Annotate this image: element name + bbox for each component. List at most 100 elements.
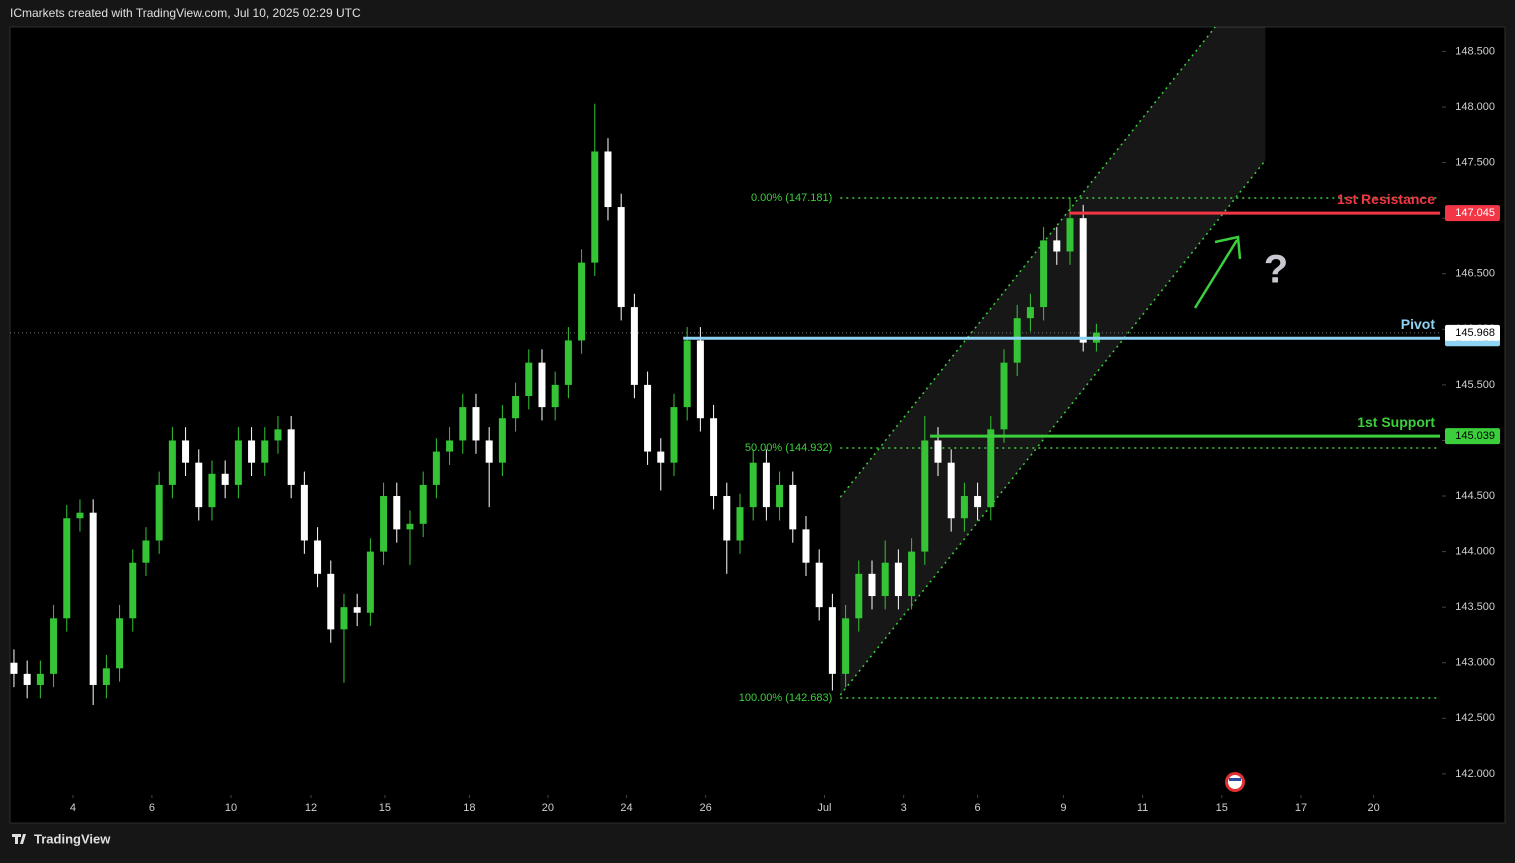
level-name: Pivot	[1401, 316, 1436, 332]
candle-body	[947, 462, 955, 519]
y-tick-label: 148.500	[1455, 45, 1495, 57]
candle-body	[168, 440, 176, 485]
candle-body	[419, 484, 427, 524]
flag-icon	[1225, 772, 1245, 792]
candle-body	[314, 540, 322, 574]
level-name: 1st Resistance	[1337, 191, 1435, 207]
candle-body	[221, 473, 229, 485]
last-price-badge	[1445, 324, 1500, 341]
y-tick-label: 147.500	[1455, 157, 1495, 169]
candle-body	[802, 529, 810, 563]
level-badge-label: 145.039	[1455, 430, 1495, 442]
candle-body	[327, 573, 335, 630]
candle-body	[248, 440, 256, 463]
y-tick-label: 143.500	[1455, 601, 1495, 613]
x-tick-label: 6	[975, 802, 981, 814]
candle-body	[881, 562, 889, 597]
candle-body	[987, 429, 995, 508]
candle-body	[485, 440, 493, 463]
candle-body	[960, 496, 968, 519]
x-tick-label: 20	[1367, 802, 1379, 814]
candle-body	[564, 340, 572, 385]
candle-body	[894, 562, 902, 597]
candle-body	[208, 473, 216, 508]
y-tick-label: 145.500	[1455, 379, 1495, 391]
candle-body	[934, 440, 942, 463]
x-tick-label: 24	[620, 802, 632, 814]
x-tick-label: 6	[149, 802, 155, 814]
candle-body	[50, 618, 58, 674]
candle-body	[1079, 218, 1087, 343]
x-tick-label: 18	[463, 802, 475, 814]
candle-body	[644, 384, 652, 452]
x-tick-label: 12	[305, 802, 317, 814]
candle-body	[366, 551, 374, 613]
arrow-head	[1214, 235, 1242, 260]
candle-body	[142, 540, 150, 563]
channel-fill	[840, 27, 1266, 695]
chart-frame	[9, 26, 1506, 824]
chart-title: ICmarkets created with TradingView.com, …	[10, 6, 361, 20]
candle-body	[921, 440, 929, 552]
overlay-front: 142.000 142.500 143.000 143.500 144.000 144.5…	[70, 45, 1500, 814]
x-tick-label: 17	[1295, 802, 1307, 814]
candle-body	[604, 151, 612, 208]
candle-body	[1040, 240, 1048, 308]
candle-body	[195, 462, 203, 508]
candle-body	[789, 484, 797, 530]
candle-body	[723, 496, 731, 541]
flag-stripe	[1229, 778, 1241, 781]
y-tick-label: 142.500	[1455, 712, 1495, 724]
candle-body	[287, 429, 295, 485]
candle-body	[129, 562, 137, 619]
candle-body	[102, 668, 110, 685]
candle-body	[1000, 362, 1008, 430]
x-tick-label: 26	[700, 802, 712, 814]
x-tick-label: 4	[70, 802, 76, 814]
level-name: 1st Support	[1357, 414, 1435, 430]
candle-body	[300, 484, 308, 541]
overlay-back	[10, 26, 1446, 798]
candle-body	[749, 462, 757, 508]
arrow-shaft	[1193, 239, 1239, 309]
candle-body	[10, 662, 18, 674]
candle-body	[815, 562, 823, 608]
candle-body	[446, 440, 454, 452]
candle-body	[76, 512, 84, 519]
candle-body	[380, 496, 388, 552]
candle-body	[23, 673, 31, 685]
fib-label: 100.00% (142.683)	[739, 692, 833, 704]
level-badge	[1445, 428, 1500, 445]
candle-body	[974, 496, 982, 508]
candle-body	[472, 407, 480, 441]
candle-body	[1026, 307, 1034, 319]
logo-mark	[12, 834, 26, 844]
candle-body	[261, 440, 269, 463]
candle-body	[736, 507, 744, 541]
candle-body	[63, 518, 71, 619]
candle-body	[828, 607, 836, 674]
candle-body	[1053, 240, 1061, 252]
candle-body	[710, 418, 718, 497]
x-tick-label: 20	[542, 802, 554, 814]
candle-body	[591, 151, 599, 263]
y-tick-label: 144.500	[1455, 490, 1495, 502]
y-tick-label: 144.000	[1455, 546, 1495, 558]
candle-body	[617, 207, 625, 308]
candle-body	[670, 407, 678, 463]
annotation: ?	[1264, 248, 1288, 292]
candle-body	[538, 362, 546, 408]
candle-body	[432, 451, 440, 485]
x-tick-label: 15	[1216, 802, 1228, 814]
fib-label: 50.00% (144.932)	[745, 442, 832, 454]
level-badge-label: 147.045	[1455, 207, 1495, 219]
candle-body	[406, 523, 414, 530]
candle-body	[657, 451, 665, 463]
candle-body	[551, 384, 559, 408]
candle-body	[89, 512, 97, 685]
candle-body	[855, 573, 863, 619]
candle-body	[776, 484, 784, 508]
candle-body	[340, 607, 348, 630]
